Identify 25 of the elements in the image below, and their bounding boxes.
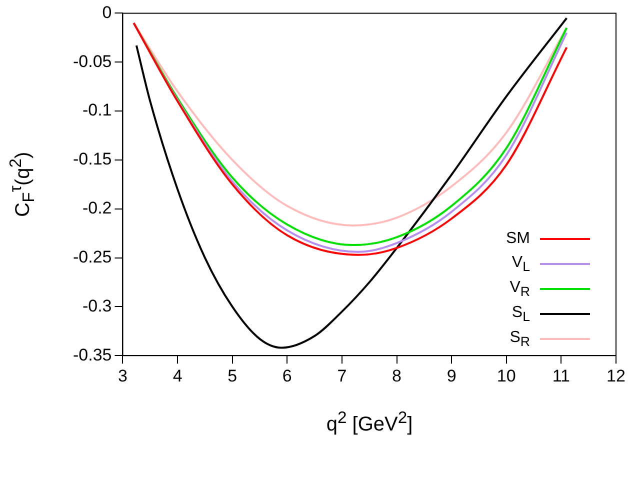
x-tick-label: 12	[606, 366, 626, 386]
y-tick-label: 0	[102, 2, 112, 22]
y-tick-label: -0.15	[73, 150, 112, 169]
x-tick-label: 5	[228, 366, 238, 386]
x-tick-label: 8	[392, 366, 402, 386]
x-tick-label: 6	[282, 366, 292, 386]
y-tick-label: -0.3	[82, 296, 112, 316]
y-tick-label: -0.25	[73, 247, 112, 266]
x-tick-label: 7	[337, 366, 347, 386]
y-tick-label: -0.1	[82, 100, 112, 120]
x-tick-label: 3	[118, 366, 128, 386]
x-tick-label: 11	[552, 366, 570, 386]
legend-label: SM	[506, 230, 530, 248]
x-tick-label: 9	[446, 366, 456, 386]
legend-label: V$_{R}$	[510, 279, 530, 300]
legend-label: S$_{L}$	[512, 304, 530, 324]
y-tick-label: -0.05	[73, 52, 112, 71]
y-tick-label: -0.2	[82, 198, 112, 218]
line-series	[135, 17, 568, 349]
y-tick-label: -0.35	[73, 345, 112, 364]
x-tick-label: 10	[496, 366, 516, 386]
x-tick-label: 4	[172, 366, 182, 386]
x-axis-title: q$^{2}$ [GeV$^{2}$]	[326, 408, 413, 436]
legend-label: V$_{L}$	[512, 254, 530, 274]
legend-label: S$_{R}$	[510, 329, 530, 350]
